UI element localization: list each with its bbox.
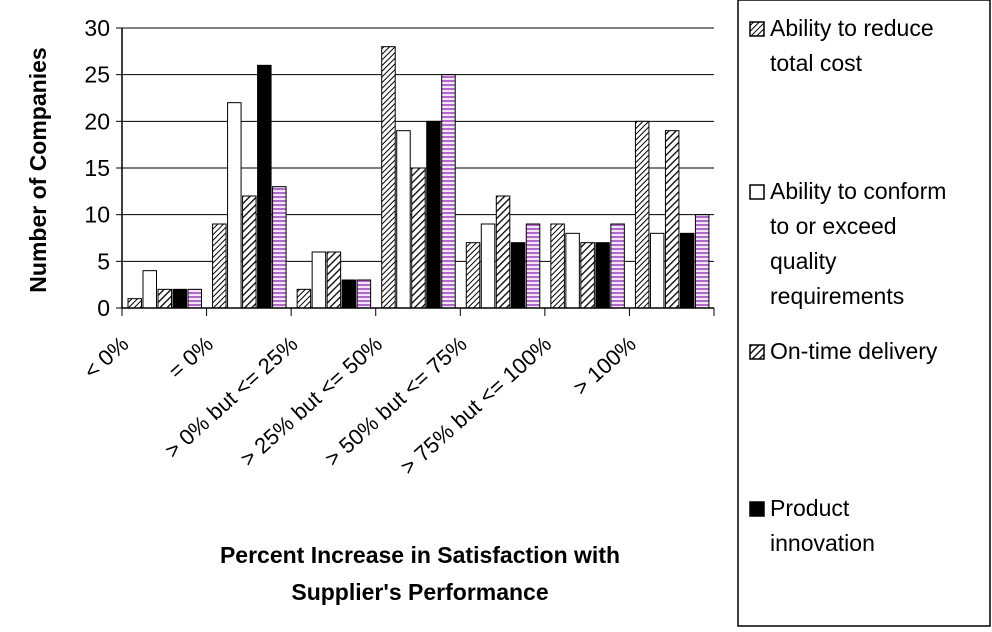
x-tick-labels: < 0% = 0%> 0% but <= 25%> 25% but <= 50%>…	[79, 331, 641, 479]
bar	[495, 195, 511, 309]
bar	[381, 46, 396, 309]
legend-swatch	[749, 344, 765, 360]
y-tick-label: 30	[84, 15, 110, 41]
bar	[187, 288, 202, 309]
bar	[227, 102, 242, 309]
axes	[116, 27, 715, 316]
legend-label: On-time delivery	[770, 338, 938, 364]
bar	[694, 214, 710, 309]
legend-swatch	[749, 184, 765, 200]
bar	[172, 288, 187, 309]
legend-label: Ability to conform	[770, 178, 946, 204]
x-tick-label: > 75% but <= 100%	[395, 331, 556, 479]
bar	[510, 242, 526, 309]
y-axis-label: Number of Companies	[25, 47, 51, 292]
bar	[326, 251, 342, 309]
bar	[341, 279, 357, 309]
bar	[212, 223, 227, 309]
bar	[525, 223, 541, 309]
x-tick-label: < 0%	[79, 331, 133, 384]
legend-label: to or exceed	[770, 213, 897, 239]
legend-label: quality	[770, 248, 837, 274]
bar	[580, 242, 595, 309]
x-tick-label: > 50% but <= 75%	[320, 331, 472, 471]
bar	[411, 167, 426, 309]
legend-swatch	[749, 21, 765, 37]
bar	[679, 232, 695, 309]
y-tick-label: 15	[84, 155, 110, 181]
y-tick-label: 10	[84, 202, 110, 228]
bar	[142, 270, 157, 309]
bar	[311, 251, 327, 309]
bars-group	[127, 46, 710, 309]
y-tick-label: 20	[84, 108, 110, 134]
x-tick-label: > 100%	[568, 331, 641, 400]
bar	[565, 232, 580, 309]
x-axis-label-line-2: Supplier's Performance	[291, 579, 548, 605]
legend: Ability to reduce total cost Ability to co…	[749, 15, 946, 556]
bar	[272, 186, 287, 309]
bar	[634, 120, 650, 309]
y-tick-label: 25	[84, 62, 110, 88]
bar	[242, 195, 257, 309]
bar	[480, 223, 496, 309]
bar	[426, 120, 441, 309]
bar	[550, 223, 565, 309]
bar	[441, 74, 456, 309]
legend-label: total cost	[770, 50, 863, 76]
bar	[157, 288, 172, 309]
bar	[664, 130, 680, 309]
bar	[465, 242, 481, 309]
bar	[595, 242, 610, 309]
y-tick-label: 5	[97, 248, 110, 274]
x-tick-label: = 0%	[163, 331, 217, 384]
legend-label: requirements	[770, 283, 904, 309]
bar	[127, 298, 142, 309]
y-tick-label: 0	[97, 295, 110, 321]
x-tick-label: > 25% but <= 50%	[235, 331, 387, 471]
legend-label: innovation	[770, 530, 875, 556]
legend-label: Product	[770, 495, 850, 521]
legend-swatch	[749, 501, 765, 517]
legend-box	[737, 0, 991, 627]
x-axis-label-line-1: Percent Increase in Satisfaction with	[220, 542, 620, 568]
bar	[649, 232, 665, 309]
y-tick-labels: 0 5 10 15 20 25 30	[84, 15, 110, 321]
legend-label: Ability to reduce	[770, 15, 934, 41]
bar	[610, 223, 625, 309]
bar	[257, 64, 272, 309]
bar	[296, 288, 312, 309]
bar	[356, 279, 372, 309]
bar	[396, 130, 411, 309]
